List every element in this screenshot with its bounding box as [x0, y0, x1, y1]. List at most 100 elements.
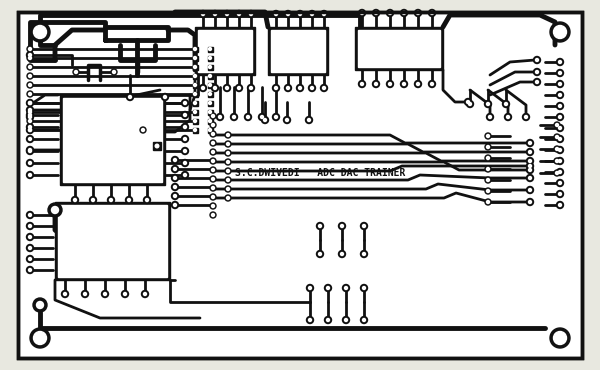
Circle shape	[259, 114, 265, 121]
Circle shape	[29, 246, 32, 249]
Circle shape	[227, 178, 229, 182]
Circle shape	[533, 78, 541, 85]
Circle shape	[559, 115, 562, 118]
Circle shape	[554, 158, 560, 164]
Circle shape	[320, 10, 328, 17]
Circle shape	[233, 115, 235, 118]
Circle shape	[217, 114, 223, 121]
Circle shape	[193, 120, 197, 122]
Circle shape	[184, 114, 187, 117]
Circle shape	[326, 286, 329, 289]
Circle shape	[173, 185, 176, 188]
Bar	[193, 64, 197, 70]
Circle shape	[361, 83, 364, 85]
Circle shape	[29, 65, 32, 68]
Circle shape	[487, 145, 490, 148]
Circle shape	[29, 235, 32, 239]
Circle shape	[485, 155, 491, 161]
Circle shape	[536, 58, 539, 61]
Circle shape	[128, 198, 131, 202]
Circle shape	[223, 10, 230, 17]
Circle shape	[554, 170, 560, 176]
Circle shape	[27, 100, 33, 106]
Circle shape	[214, 87, 217, 90]
Circle shape	[210, 122, 216, 128]
Bar	[193, 83, 197, 87]
Circle shape	[29, 92, 32, 95]
Circle shape	[210, 194, 216, 200]
Circle shape	[29, 54, 32, 57]
Circle shape	[110, 198, 113, 202]
Circle shape	[559, 192, 562, 195]
Circle shape	[464, 98, 472, 105]
Circle shape	[557, 81, 563, 87]
Circle shape	[319, 225, 322, 228]
Circle shape	[317, 222, 323, 229]
Circle shape	[27, 91, 33, 97]
Circle shape	[308, 286, 311, 289]
Circle shape	[557, 158, 563, 165]
Circle shape	[173, 176, 176, 179]
Bar	[208, 83, 212, 87]
Circle shape	[262, 117, 269, 124]
Circle shape	[338, 250, 346, 258]
Circle shape	[124, 293, 127, 296]
Text: S.C.DWIVEDI   ADC DAC TRAINER: S.C.DWIVEDI ADC DAC TRAINER	[235, 168, 405, 178]
Circle shape	[184, 101, 187, 104]
Circle shape	[172, 175, 179, 182]
Circle shape	[557, 179, 563, 186]
Circle shape	[202, 87, 205, 90]
Circle shape	[29, 128, 32, 131]
Bar	[208, 64, 212, 70]
Circle shape	[62, 290, 68, 297]
Circle shape	[485, 166, 491, 172]
Circle shape	[193, 57, 197, 60]
Circle shape	[554, 26, 566, 38]
Circle shape	[26, 111, 34, 118]
Circle shape	[26, 256, 34, 262]
Circle shape	[374, 83, 377, 85]
Circle shape	[250, 13, 253, 16]
Circle shape	[107, 196, 115, 204]
Circle shape	[226, 87, 229, 90]
Circle shape	[431, 83, 433, 85]
Circle shape	[173, 195, 176, 198]
Circle shape	[193, 92, 197, 95]
Circle shape	[29, 74, 32, 77]
Circle shape	[212, 168, 215, 172]
Circle shape	[184, 149, 187, 152]
Circle shape	[428, 10, 436, 17]
Circle shape	[172, 192, 179, 199]
Circle shape	[26, 148, 34, 155]
Circle shape	[305, 117, 313, 124]
Bar	[208, 56, 212, 61]
Circle shape	[296, 10, 304, 17]
Circle shape	[209, 120, 212, 122]
Circle shape	[374, 11, 377, 14]
Circle shape	[487, 189, 490, 192]
Circle shape	[74, 198, 77, 202]
Circle shape	[559, 148, 562, 151]
Circle shape	[556, 148, 559, 151]
Circle shape	[428, 81, 436, 87]
Circle shape	[275, 13, 277, 16]
Circle shape	[557, 70, 563, 77]
Circle shape	[209, 65, 212, 68]
Circle shape	[29, 84, 32, 87]
Circle shape	[193, 84, 197, 87]
Circle shape	[556, 172, 559, 175]
Circle shape	[173, 168, 176, 171]
Circle shape	[193, 111, 197, 114]
Circle shape	[225, 177, 231, 183]
Circle shape	[26, 100, 34, 107]
Circle shape	[415, 10, 421, 17]
Circle shape	[184, 138, 187, 141]
Circle shape	[287, 13, 290, 16]
Circle shape	[559, 104, 562, 108]
Circle shape	[238, 13, 241, 16]
Circle shape	[359, 81, 365, 87]
Circle shape	[209, 74, 212, 77]
Circle shape	[172, 184, 179, 191]
Circle shape	[401, 10, 407, 17]
Circle shape	[26, 172, 34, 178]
